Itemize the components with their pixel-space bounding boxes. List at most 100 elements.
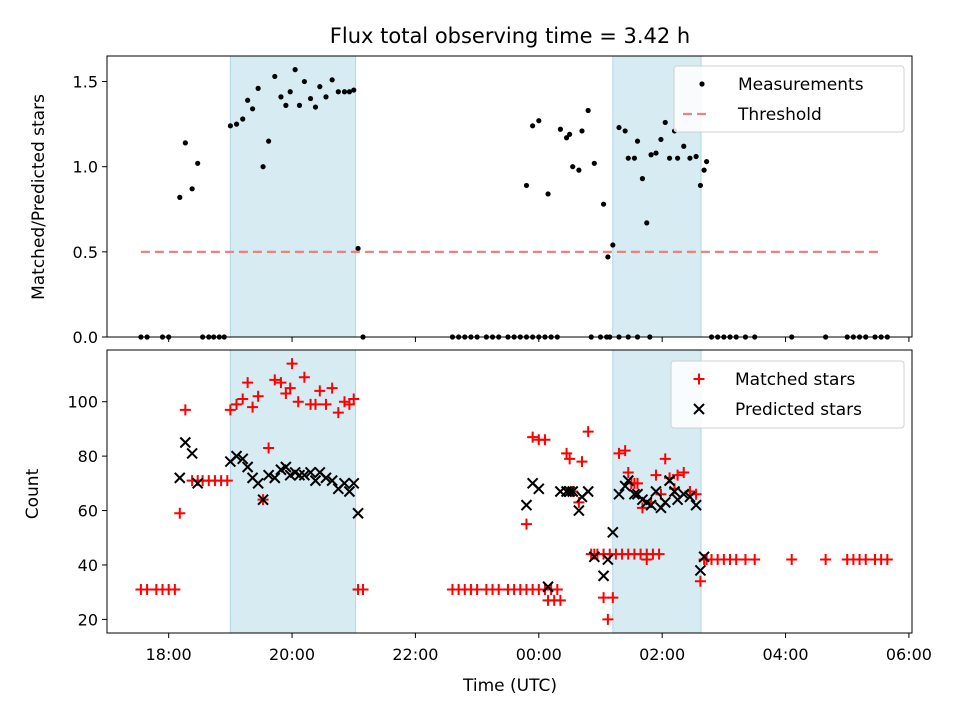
matched-star-point (357, 583, 369, 595)
measurement-point (591, 160, 597, 166)
predicted-star-point (326, 474, 338, 487)
bottom-legend-label: Predicted stars (735, 400, 862, 420)
x-tick-label: 02:00 (639, 645, 685, 664)
measurement-point (570, 164, 576, 170)
bottom-y-tick-label: 20 (78, 610, 98, 629)
bottom-panel: 20 40 60 80 100 18:00 20:00 22:00 00:00 02:00 04:… (23, 349, 932, 696)
matched-star-point (650, 469, 662, 481)
matched-star-point (247, 401, 259, 413)
measurement-point (292, 67, 298, 73)
matched-star-point (694, 575, 706, 587)
measurement-point (523, 182, 530, 189)
predicted-star-point (690, 499, 702, 511)
measurement-point (195, 160, 201, 166)
measurement-point (666, 155, 673, 161)
predicted-star-point (269, 472, 281, 484)
top-shaded-region-0 (229, 55, 357, 338)
predicted-star-point (241, 461, 254, 473)
measurement-point (567, 131, 573, 137)
measurement-point (616, 124, 622, 131)
predicted-star-point (280, 461, 292, 473)
top-y-tick-label: 1.5 (73, 73, 98, 92)
predicted-star-point (343, 485, 356, 498)
measurement-point (189, 186, 195, 192)
predicted-star-point (304, 466, 317, 479)
predicted-star-point (698, 551, 710, 563)
matched-star-point (269, 374, 281, 386)
top-shaded-regions (229, 55, 702, 338)
measurement-point (605, 254, 611, 260)
top-y-ticks: 0.0 0.5 1.0 1.5 (73, 73, 107, 347)
matched-star-point (527, 431, 539, 443)
measurement-point (545, 191, 551, 197)
measurement-point (625, 155, 631, 161)
measurement-point (557, 126, 563, 132)
predicted-star-point (520, 499, 533, 511)
measurement-point (329, 77, 335, 83)
x-tick-label: 00:00 (516, 645, 562, 664)
predicted-star-point (694, 564, 707, 577)
top-legend-swatch (699, 81, 705, 87)
matched-star-point (332, 407, 344, 419)
chart-title: Flux total observing time = 3.42 h (330, 24, 690, 48)
matched-star-point (659, 453, 671, 465)
matched-star-point (730, 554, 742, 566)
measurement-point (240, 116, 246, 122)
matched-star-point (551, 583, 563, 595)
measurement-point (346, 89, 353, 95)
measurement-point (674, 155, 681, 161)
measurement-point (323, 94, 329, 100)
bottom-y-tick-label: 60 (78, 502, 98, 521)
predicted-star-point (645, 499, 657, 511)
matched-star-point (539, 434, 551, 446)
bottom-legend-box (670, 360, 905, 429)
predicted-star-point (533, 483, 545, 495)
x-tick-label: 18:00 (146, 645, 192, 664)
predicted-star-point (179, 436, 192, 449)
predicted-star-point (563, 485, 576, 498)
predicted-star-point (262, 469, 275, 481)
top-axes-frame (106, 55, 913, 338)
predicted-star-point (230, 450, 243, 462)
predicted-star-point (293, 469, 306, 481)
matched-star-point (179, 404, 191, 416)
predicted-star-point (186, 447, 198, 460)
matched-star-point (252, 390, 264, 402)
measurement-point (610, 242, 616, 248)
matched-star-point (641, 554, 653, 566)
matched-star-point (309, 398, 321, 410)
measurement-point (249, 106, 256, 112)
matched-star-point (622, 466, 634, 478)
measurement-point (233, 121, 240, 127)
top-legend-label: Threshold (737, 105, 822, 125)
bottom-y-axis-label: Count (23, 468, 43, 519)
predicted-star-point (573, 504, 585, 517)
measurement-point (255, 85, 261, 91)
top-legend-box (673, 65, 905, 133)
matched-star-point (860, 554, 872, 566)
measurement-point (307, 95, 314, 102)
matched-star-point (786, 554, 798, 566)
measurement-point (266, 138, 272, 144)
matched-star-point (493, 583, 505, 595)
matched-star-point (607, 592, 619, 604)
predicted-star-point (668, 485, 681, 498)
bottom-y-tick-label: 80 (78, 447, 98, 466)
measurement-point (662, 119, 668, 126)
top-legend-label: Measurements (738, 75, 864, 95)
bottom-legend-label: Matched stars (735, 370, 855, 390)
predicted-star-point (320, 472, 332, 484)
measurement-point (579, 128, 585, 134)
matched-star-point (320, 398, 332, 410)
matched-star-point (292, 396, 304, 408)
matched-star-point (169, 583, 181, 595)
predicted-star-point (650, 485, 662, 498)
x-tick-label: 06:00 (886, 645, 932, 664)
measurement-point (335, 89, 341, 95)
matched-star-point (582, 426, 594, 438)
matched-star-point (314, 385, 326, 397)
matched-star-point (576, 456, 588, 468)
matched-star-point (237, 393, 249, 405)
predicted-star-point (588, 551, 601, 563)
